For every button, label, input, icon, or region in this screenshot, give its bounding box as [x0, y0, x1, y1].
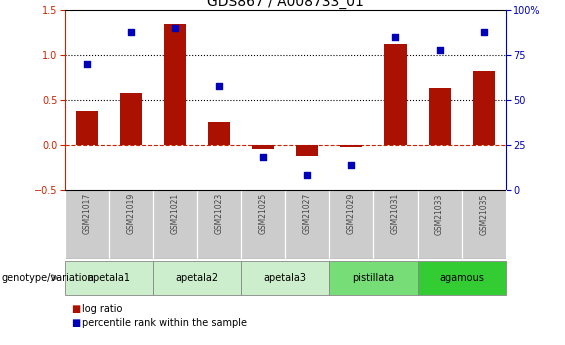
- Bar: [472, 71, 494, 145]
- Text: percentile rank within the sample: percentile rank within the sample: [82, 318, 247, 327]
- Bar: [252, 145, 275, 149]
- Text: genotype/variation: genotype/variation: [1, 273, 94, 283]
- Text: apetala3: apetala3: [264, 273, 307, 283]
- Text: ■: ■: [71, 304, 80, 314]
- Text: GSM21031: GSM21031: [391, 193, 400, 235]
- Text: GSM21033: GSM21033: [435, 193, 444, 235]
- Text: GSM21035: GSM21035: [479, 193, 488, 235]
- Bar: [373, 190, 418, 259]
- Text: GSM21029: GSM21029: [347, 193, 356, 235]
- Title: GDS867 / A008733_01: GDS867 / A008733_01: [207, 0, 364, 9]
- Bar: [153, 190, 197, 259]
- Text: GSM21025: GSM21025: [259, 193, 268, 235]
- Bar: [197, 190, 241, 259]
- Bar: [241, 261, 329, 295]
- Bar: [329, 190, 373, 259]
- Point: [171, 26, 180, 31]
- Point: [259, 155, 268, 160]
- Point: [391, 34, 400, 40]
- Bar: [296, 145, 318, 156]
- Text: GSM21017: GSM21017: [82, 193, 92, 235]
- Bar: [208, 122, 231, 145]
- Point: [303, 172, 312, 178]
- Text: ■: ■: [71, 318, 80, 327]
- Bar: [329, 261, 418, 295]
- Bar: [241, 190, 285, 259]
- Bar: [462, 190, 506, 259]
- Bar: [418, 261, 506, 295]
- Text: GSM21021: GSM21021: [171, 193, 180, 234]
- Point: [215, 83, 224, 88]
- Bar: [384, 43, 406, 145]
- Bar: [428, 88, 451, 145]
- Point: [479, 29, 488, 34]
- Text: agamous: agamous: [439, 273, 484, 283]
- Bar: [285, 190, 329, 259]
- Bar: [120, 93, 142, 145]
- Bar: [164, 24, 186, 145]
- Text: GSM21019: GSM21019: [127, 193, 136, 235]
- Text: GSM21023: GSM21023: [215, 193, 224, 235]
- Bar: [76, 111, 98, 145]
- Bar: [340, 145, 363, 147]
- Point: [127, 29, 136, 34]
- Bar: [65, 190, 109, 259]
- Text: apetala1: apetala1: [88, 273, 131, 283]
- Bar: [153, 261, 241, 295]
- Text: log ratio: log ratio: [82, 304, 122, 314]
- Bar: [65, 261, 153, 295]
- Point: [347, 162, 356, 167]
- Text: pistillata: pistillata: [353, 273, 394, 283]
- Bar: [418, 190, 462, 259]
- Text: apetala2: apetala2: [176, 273, 219, 283]
- Point: [435, 47, 444, 52]
- Point: [82, 61, 92, 67]
- Bar: [109, 190, 153, 259]
- Text: GSM21027: GSM21027: [303, 193, 312, 235]
